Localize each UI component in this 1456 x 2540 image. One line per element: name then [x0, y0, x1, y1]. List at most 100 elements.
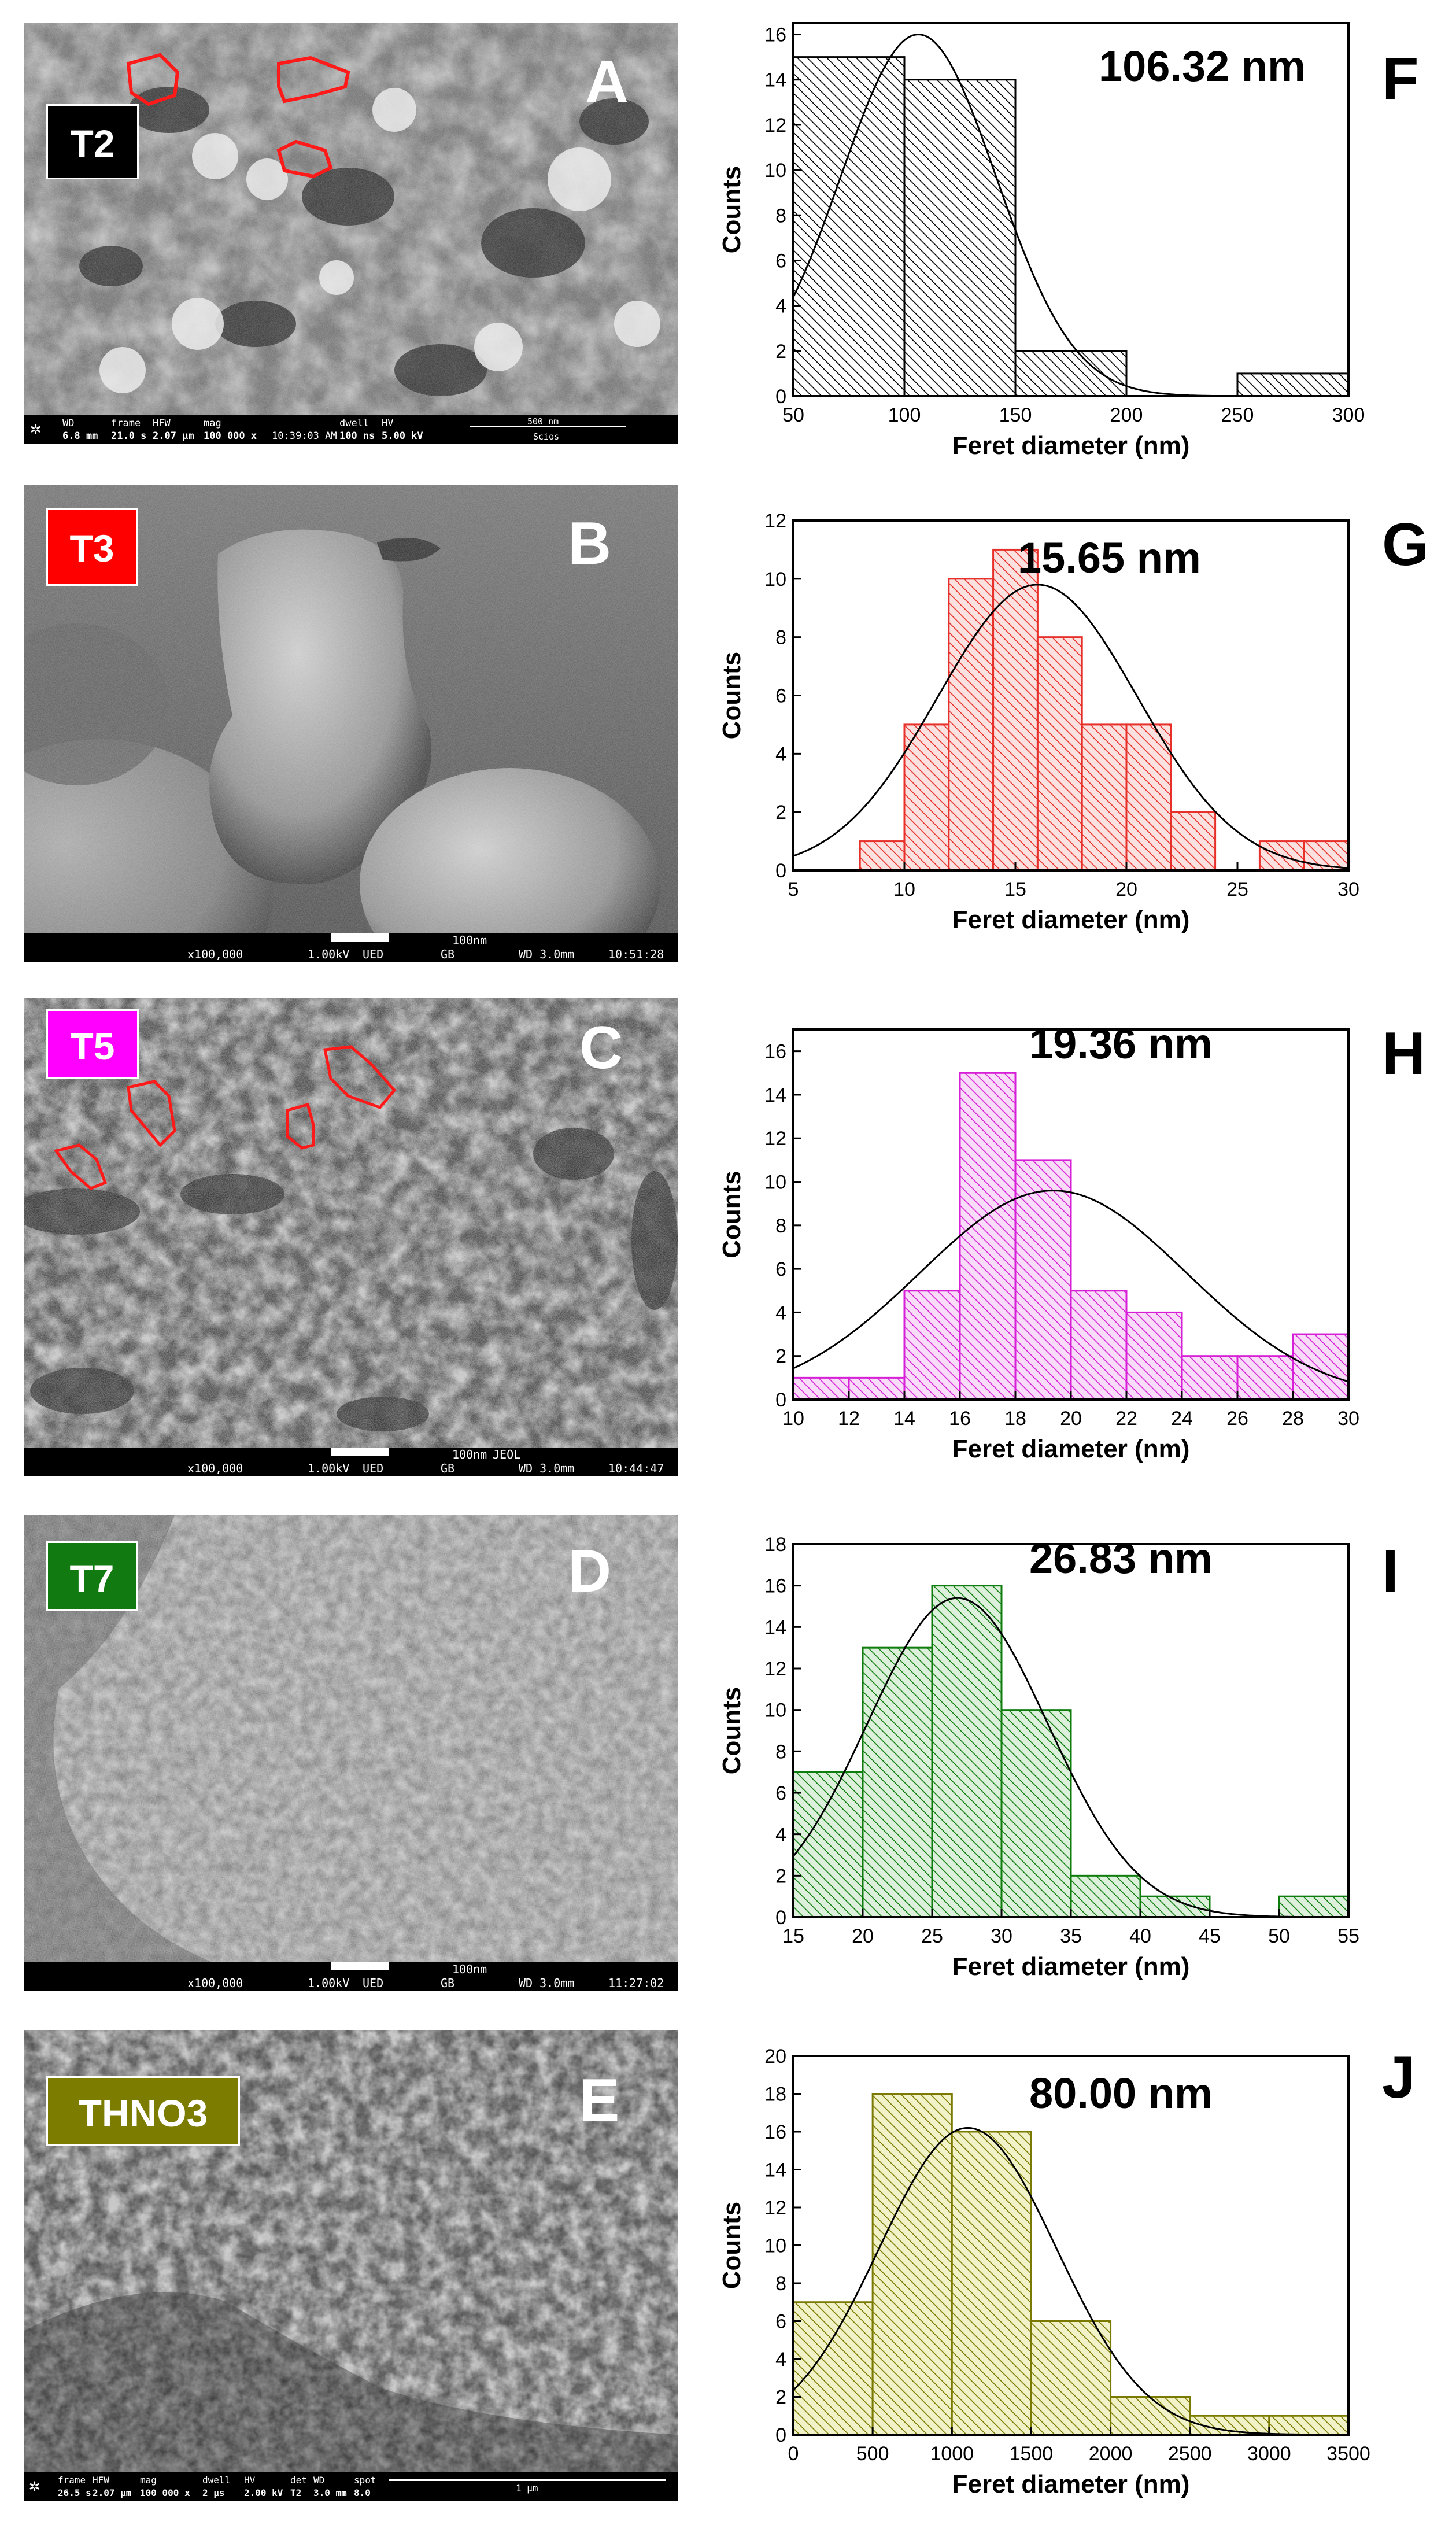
panel-letter: G [1382, 511, 1429, 578]
y-tick-label: 4 [775, 296, 786, 318]
y-tick-label: 2 [775, 2387, 786, 2409]
histogram-chart-t3: 5 10 15 20 25 30 0 2 4 6 8 10 12 Feret diameter (nm) C… [711, 503, 1456, 954]
histogram-bar [959, 1072, 1017, 1401]
plot-frame [792, 22, 1350, 397]
y-tick-label: 12 [764, 1128, 786, 1150]
x-tick-label: 14 [893, 1408, 915, 1430]
wd-value: 6.8 mm [62, 430, 98, 442]
hfw-label: HFW [153, 418, 171, 429]
histogram-bar [1014, 350, 1128, 397]
histogram-svg: 0 500 1000 1500 2000 2500 3000 3500 0 2 4 6 8 10 12 14 1… [718, 2046, 1370, 2498]
y-tick-label: 6 [775, 2311, 786, 2333]
hv-label: HV [244, 2475, 256, 2486]
scale-bar [470, 426, 626, 427]
x-tick-label: 2500 [1168, 2443, 1212, 2465]
gaussian-fit-line [793, 584, 1349, 869]
y-tick-label: 14 [764, 69, 786, 91]
x-tick-label: 1000 [930, 2443, 974, 2465]
x-tick-label: 2000 [1089, 2443, 1133, 2465]
y-tick-label: 4 [775, 1302, 786, 1324]
y-tick-label: 0 [775, 1907, 786, 1929]
histogram-bar [1170, 811, 1217, 872]
y-tick-label: 10 [764, 1172, 786, 1194]
histogram-bar [792, 1376, 850, 1401]
histogram-bar [848, 1376, 906, 1401]
scale-bar [389, 2479, 666, 2481]
x-tick-label: 500 [856, 2443, 889, 2465]
sample-tag: THNO3 [46, 2076, 240, 2146]
hfw-value: 2.07 µm [93, 2487, 132, 2498]
panel-letter: I [1382, 1538, 1399, 1605]
scale-label: 500 nm [527, 416, 559, 427]
scale-label: 100nm [452, 933, 487, 947]
y-tick-label: 2 [775, 1346, 786, 1368]
y-tick-label: 8 [775, 1215, 786, 1237]
panel-letter: A [585, 49, 629, 116]
x-tick-label: 20 [1060, 1408, 1082, 1430]
wd-value: WD 3.0mm [519, 947, 575, 961]
histogram-bar [1125, 1311, 1183, 1401]
histogram-bar [992, 548, 1039, 872]
instrument-name: Scios [533, 431, 560, 442]
x-tick-label: 3500 [1326, 2443, 1370, 2465]
detector-value: UED [363, 1976, 384, 1990]
histogram-bar [1014, 1159, 1072, 1401]
y-tick-label: 10 [764, 2235, 786, 2257]
histogram-bar [862, 1646, 933, 1918]
sample-tag: T3 [46, 508, 138, 586]
histogram-bar [1000, 1709, 1072, 1918]
x-tick-label: 0 [788, 2443, 799, 2465]
histogram-chart-t5: 10 12 14 16 18 20 22 24 26 28 30 0 2 4 6 8 10 12 14 16 Feret… [711, 1006, 1456, 1486]
y-tick-label: 0 [775, 2424, 786, 2446]
histogram-bar [903, 1290, 961, 1401]
x-tick-label: 15 [1004, 878, 1026, 900]
x-tick-label: 3000 [1247, 2443, 1291, 2465]
histogram-bar [951, 2131, 1032, 2436]
sem-texture [24, 23, 678, 444]
y-tick-label: 16 [764, 1041, 786, 1063]
y-axis-label: Counts [718, 652, 746, 740]
histogram-bar [871, 2093, 953, 2436]
histogram-bar [1278, 1895, 1350, 1918]
sample-tag: T5 [46, 1009, 139, 1079]
x-tick-label: 22 [1115, 1408, 1137, 1430]
dwell-label: dwell [339, 418, 369, 429]
sem-image-t5: T5 C 100nm JEOL x100,000 1.00kV UED GB W… [24, 998, 678, 1476]
x-tick-label: 5 [788, 878, 799, 900]
x-tick-label: 18 [1004, 1408, 1026, 1430]
x-tick-label: 50 [782, 404, 804, 426]
x-tick-label: 20 [1115, 878, 1137, 900]
sem-image-thno3: THNO3 E ✲ frame 26.5 s HFW 2.07 µm mag 1… [24, 2030, 678, 2501]
histogram-bar [948, 578, 995, 872]
hfw-value: 2.07 µm [153, 430, 194, 442]
histogram-bar [792, 2301, 874, 2436]
frame-value: 26.5 s [58, 2487, 91, 2498]
panel-letter: F [1382, 46, 1419, 113]
x-tick-label: 200 [1110, 404, 1143, 426]
y-axis-label: Counts [718, 1687, 746, 1775]
scale-bar [331, 1448, 389, 1456]
x-tick-label: 24 [1171, 1408, 1193, 1430]
x-tick-label: 150 [999, 404, 1032, 426]
dwell-value: 2 µs [202, 2487, 225, 2498]
x-tick-label: 28 [1282, 1408, 1304, 1430]
x-axis-label: Feret diameter (nm) [952, 2470, 1190, 2498]
x-tick-label: 300 [1332, 404, 1365, 426]
sample-tag: T2 [46, 104, 139, 179]
mag-value: x100,000 [187, 1461, 243, 1475]
y-tick-label: 16 [764, 1575, 786, 1597]
y-tick-label: 2 [775, 1865, 786, 1887]
scale-label: 1 µm [516, 2483, 538, 2494]
gaussian-fit-line [792, 1597, 1349, 1918]
x-tick-label: 25 [921, 1925, 943, 1947]
scale-bar [331, 933, 389, 942]
gaussian-fit-line [792, 2127, 1348, 2436]
det-label: det [290, 2475, 307, 2486]
sem-info-bar: ✲ frame 26.5 s HFW 2.07 µm mag 100 000 x… [24, 2472, 678, 2501]
histogram-bar [1268, 2415, 1350, 2436]
y-tick-label: 14 [764, 2159, 786, 2181]
x-axis-label: Feret diameter (nm) [952, 1435, 1190, 1463]
histogram-bar [792, 1771, 864, 1918]
histogram-bar [1036, 636, 1083, 872]
y-axis-label: Counts [718, 1171, 746, 1258]
